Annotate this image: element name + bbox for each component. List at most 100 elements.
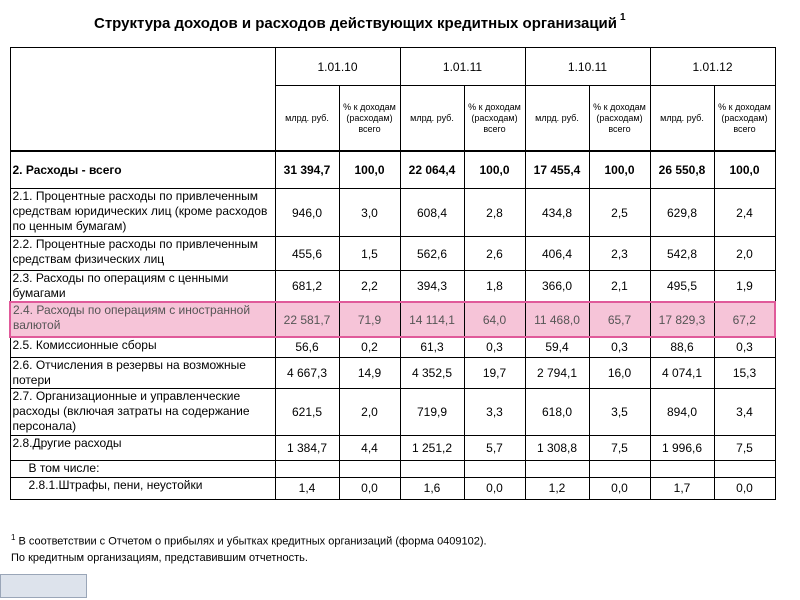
table-row: 2.8.1.Штрафы, пени, неустойки 1,4 0,0 1,6 0,… bbox=[9, 476, 776, 500]
value-bln-cell: 88,6 bbox=[649, 336, 715, 358]
value-bln-cell: 621,5 bbox=[274, 387, 340, 436]
value-bln-cell: 1,2 bbox=[524, 476, 590, 500]
value-bln-cell: 562,6 bbox=[399, 236, 465, 271]
date-header: 1.01.11 bbox=[399, 47, 526, 86]
value-bln-cell: 26 550,8 bbox=[649, 150, 715, 189]
value-bln-cell: 4 667,3 bbox=[274, 356, 340, 389]
row-label: 2.7. Организационные и управленческие ра… bbox=[9, 387, 276, 436]
value-bln-cell: 894,0 bbox=[649, 387, 715, 436]
date-header: 1.01.12 bbox=[649, 47, 776, 86]
value-pct-cell: 2,5 bbox=[588, 188, 651, 237]
value-pct-cell: 0,0 bbox=[338, 476, 401, 500]
value-bln-cell: 31 394,7 bbox=[274, 150, 340, 189]
unit-header-bln: млрд. руб. bbox=[524, 85, 590, 152]
value-bln-cell: 618,0 bbox=[524, 387, 590, 436]
value-pct-cell: 0,3 bbox=[463, 336, 526, 358]
value-bln-cell: 1 996,6 bbox=[649, 434, 715, 461]
value-pct-cell: 3,3 bbox=[463, 387, 526, 436]
value-bln-cell: 61,3 bbox=[399, 336, 465, 358]
row-label: 2.2. Процентные расходы по привлеченным … bbox=[9, 236, 276, 271]
value-pct-cell: 4,4 bbox=[338, 434, 401, 461]
value-pct-cell: 2,0 bbox=[338, 387, 401, 436]
date-header: 1.01.10 bbox=[274, 47, 401, 86]
unit-header-row: млрд. руб. % к доходам (расходам) всего … bbox=[9, 85, 776, 152]
income-expense-table: 1.01.10 1.01.11 1.10.11 1.01.12 млрд. ру… bbox=[9, 47, 776, 500]
title-footnote-marker: 1 bbox=[620, 12, 626, 23]
value-bln-cell: 681,2 bbox=[274, 270, 340, 303]
table-row: 2.5. Комиссионные сборы 56,6 0,2 61,3 0,3 59,… bbox=[9, 336, 776, 358]
value-pct-cell: 64,0 bbox=[463, 301, 526, 338]
value-pct-cell: 2,0 bbox=[713, 236, 776, 271]
date-header: 1.10.11 bbox=[524, 47, 651, 86]
value-pct-cell: 71,9 bbox=[338, 301, 401, 338]
unit-header-pct: % к доходам (расходам) всего bbox=[338, 85, 401, 152]
header-corner-cell bbox=[9, 85, 276, 152]
value-pct-cell: 100,0 bbox=[338, 150, 401, 189]
unit-header-pct: % к доходам (расходам) всего bbox=[463, 85, 526, 152]
value-pct-cell: 0,3 bbox=[713, 336, 776, 358]
value-pct-cell: 2,4 bbox=[713, 188, 776, 237]
title-text: Структура доходов и расходов действующих… bbox=[94, 15, 617, 32]
value-pct-cell bbox=[588, 459, 651, 478]
table-title: Структура доходов и расходов действующих… bbox=[94, 12, 626, 32]
value-bln-cell: 946,0 bbox=[274, 188, 340, 237]
row-label: 2.8.1.Штрафы, пени, неустойки bbox=[9, 476, 276, 500]
value-bln-cell: 1,7 bbox=[649, 476, 715, 500]
unit-header-pct: % к доходам (расходам) всего bbox=[588, 85, 651, 152]
value-bln-cell: 1,4 bbox=[274, 476, 340, 500]
value-bln-cell: 608,4 bbox=[399, 188, 465, 237]
value-bln-cell: 1 308,8 bbox=[524, 434, 590, 461]
value-pct-cell: 2,6 bbox=[463, 236, 526, 271]
table-row: 2.8.Другие расходы 1 384,7 4,4 1 251,2 5,7 1 … bbox=[9, 434, 776, 461]
date-header-row: 1.01.10 1.01.11 1.10.11 1.01.12 bbox=[9, 47, 776, 86]
unit-header-bln: млрд. руб. bbox=[399, 85, 465, 152]
value-bln-cell: 2 794,1 bbox=[524, 356, 590, 389]
value-bln-cell: 629,8 bbox=[649, 188, 715, 237]
footnote-1-text: В соответствии с Отчетом о прибылях и уб… bbox=[18, 535, 487, 548]
value-bln-cell: 22 581,7 bbox=[274, 301, 340, 338]
value-pct-cell: 2,2 bbox=[338, 270, 401, 303]
row-label: 2.1. Процентные расходы по привлеченным … bbox=[9, 188, 276, 237]
value-pct-cell: 14,9 bbox=[338, 356, 401, 389]
value-pct-cell: 2,3 bbox=[588, 236, 651, 271]
value-pct-cell bbox=[713, 459, 776, 478]
value-pct-cell: 0,0 bbox=[463, 476, 526, 500]
unit-header-bln: млрд. руб. bbox=[649, 85, 715, 152]
value-pct-cell: 3,5 bbox=[588, 387, 651, 436]
value-pct-cell: 100,0 bbox=[463, 150, 526, 189]
value-pct-cell: 0,0 bbox=[588, 476, 651, 500]
table-row: 2.1. Процентные расходы по привлеченным … bbox=[9, 188, 776, 237]
value-bln-cell: 17 829,3 bbox=[649, 301, 715, 338]
value-pct-cell: 2,1 bbox=[588, 270, 651, 303]
value-pct-cell: 65,7 bbox=[588, 301, 651, 338]
value-bln-cell: 56,6 bbox=[274, 336, 340, 358]
unit-header-pct: % к доходам (расходам) всего bbox=[713, 85, 776, 152]
value-bln-cell: 22 064,4 bbox=[399, 150, 465, 189]
row-label: 2.3. Расходы по операциям с ценными бума… bbox=[9, 270, 276, 303]
footnote-1: 1 В соответствии с Отчетом о прибылях и … bbox=[11, 533, 487, 548]
table-row: 2.3. Расходы по операциям с ценными бума… bbox=[9, 270, 776, 303]
value-pct-cell: 15,3 bbox=[713, 356, 776, 389]
value-pct-cell: 2,8 bbox=[463, 188, 526, 237]
value-bln-cell: 1,6 bbox=[399, 476, 465, 500]
value-pct-cell: 1,9 bbox=[713, 270, 776, 303]
value-bln-cell: 4 352,5 bbox=[399, 356, 465, 389]
table-row: 2. Расходы - всего 31 394,7 100,0 22 064,4 1… bbox=[9, 150, 776, 189]
table-row: 2.6. Отчисления в резервы на возможные п… bbox=[9, 356, 776, 389]
value-pct-cell: 0,2 bbox=[338, 336, 401, 358]
value-bln-cell: 366,0 bbox=[524, 270, 590, 303]
value-bln-cell: 17 455,4 bbox=[524, 150, 590, 189]
footnote-2-text: По кредитным организациям, представившим… bbox=[11, 552, 308, 564]
footnote-marker: 1 bbox=[11, 533, 16, 542]
value-pct-cell bbox=[338, 459, 401, 478]
value-pct-cell: 1,5 bbox=[338, 236, 401, 271]
value-pct-cell: 67,2 bbox=[713, 301, 776, 338]
value-bln-cell: 719,9 bbox=[399, 387, 465, 436]
row-label: 2.4. Расходы по операциям с иностранной … bbox=[9, 301, 276, 338]
value-pct-cell: 0,3 bbox=[588, 336, 651, 358]
header-corner-cell bbox=[9, 47, 276, 86]
value-pct-cell: 100,0 bbox=[713, 150, 776, 189]
value-bln-cell bbox=[524, 459, 590, 478]
unit-header-bln: млрд. руб. bbox=[274, 85, 340, 152]
value-pct-cell: 0,0 bbox=[713, 476, 776, 500]
